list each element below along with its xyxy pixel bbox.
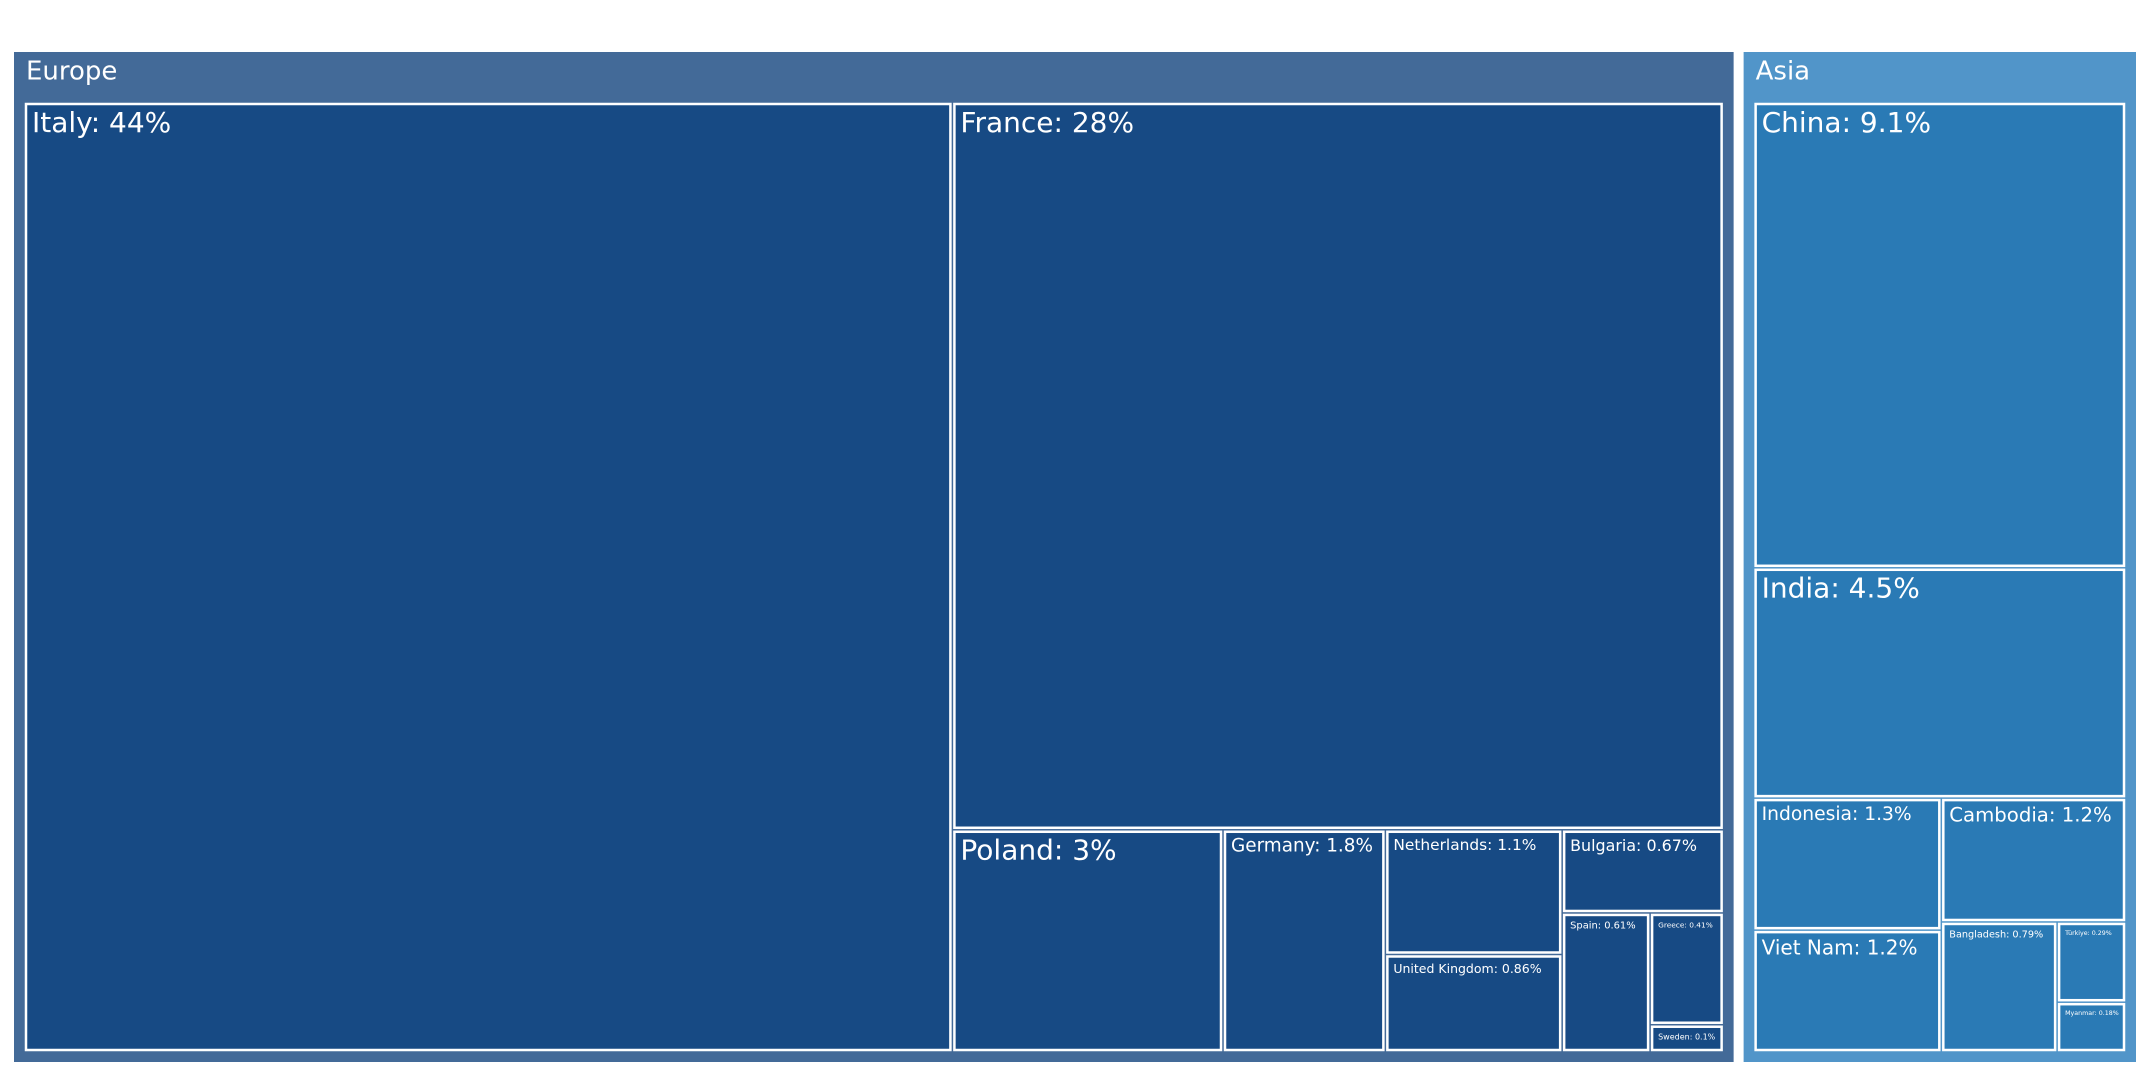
leaf-label: Sweden: 0.1% (1658, 1032, 1716, 1041)
leaf (1754, 798, 1941, 930)
leaf-label: China: 9.1% (1762, 106, 1931, 139)
leaf (24, 102, 952, 1052)
leaf (1942, 798, 2126, 922)
leaf-label: United Kingdom: 0.86% (1393, 961, 1541, 976)
leaf-label: Germany: 1.8% (1231, 836, 1373, 857)
group-label: Asia (1756, 56, 1811, 86)
leaf-label: Myanmar: 0.18% (2065, 1010, 2119, 1017)
leaf-label: Indonesia: 1.3% (1762, 804, 1912, 825)
leaf (2057, 922, 2126, 1002)
leaf-label: Cambodia: 1.2% (1949, 804, 2111, 827)
leaf-label: Viet Nam: 1.2% (1762, 935, 1918, 959)
group-label: Europe (26, 56, 117, 86)
leaf (1754, 102, 2126, 568)
leaf-label: Greece: 0.41% (1658, 921, 1713, 930)
leaf-label: Türkiye: 0.29% (2064, 930, 2112, 937)
leaf (953, 102, 1723, 830)
leaf (953, 830, 1223, 1052)
leaf-label: France: 28% (960, 106, 1134, 139)
leaf (1754, 568, 2126, 798)
leaf-label: Spain: 0.61% (1570, 920, 1635, 931)
leaf (1386, 955, 1562, 1052)
leaf-label: Netherlands: 1.1% (1393, 836, 1536, 854)
leaf (1754, 930, 1941, 1052)
leaf (1386, 830, 1562, 954)
leaf (1650, 1025, 1723, 1052)
leaf (1562, 913, 1650, 1052)
leaf-label: Italy: 44% (32, 106, 171, 139)
leaf-label: Bangladesh: 0.79% (1949, 929, 2043, 940)
leaf (2057, 1002, 2126, 1052)
leaf (1562, 830, 1723, 913)
leaf-label: Poland: 3% (960, 834, 1116, 867)
leaf (1942, 922, 2057, 1052)
leaf (1650, 913, 1723, 1024)
leaf-label: India: 4.5% (1762, 572, 1920, 605)
leaf-label: Bulgaria: 0.67% (1570, 836, 1697, 855)
leaf (1223, 830, 1385, 1052)
